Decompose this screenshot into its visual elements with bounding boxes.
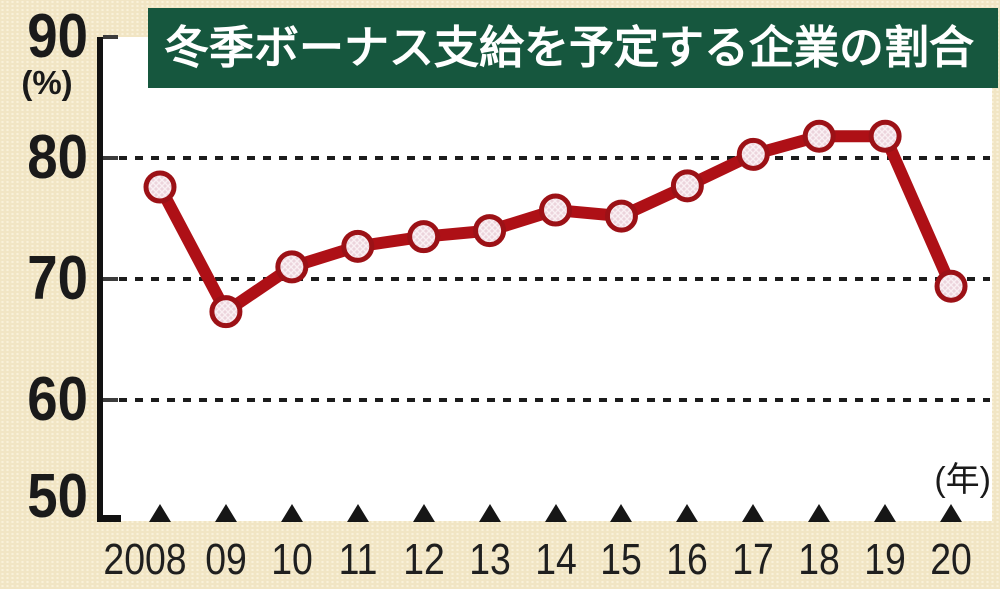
data-point-marker: [143, 170, 177, 204]
x-tick-label: 09: [205, 535, 247, 584]
triangle-marker-icon: [280, 504, 303, 522]
data-point-marker: [473, 214, 507, 248]
triangle-marker-icon: [610, 504, 633, 522]
data-point-marker: [275, 250, 309, 284]
data-point-marker: [934, 269, 968, 303]
data-point-marker: [604, 199, 638, 233]
y-axis-unit-label: (%): [21, 64, 73, 101]
triangle-marker-icon: [808, 504, 831, 522]
triangle-marker-icon: [940, 504, 963, 522]
y-axis-tick: [103, 156, 118, 160]
gridline: [103, 156, 990, 160]
triangle-marker-icon: [412, 504, 435, 522]
x-tick-label: 15: [600, 535, 643, 584]
x-tick-label: 19: [864, 535, 906, 584]
data-point-marker: [802, 119, 836, 153]
x-tick-label: 16: [666, 535, 709, 584]
y-tick-label: 70: [27, 244, 88, 313]
triangle-marker-icon: [149, 504, 171, 522]
x-tick-label: 10: [271, 535, 313, 584]
data-point-marker: [736, 137, 770, 171]
gridline: [103, 277, 990, 281]
x-tick-label: 12: [402, 535, 445, 584]
y-tick-label: 90: [27, 2, 88, 71]
x-tick-label: 14: [534, 535, 577, 584]
data-point-marker: [209, 295, 243, 329]
x-tick-label: 13: [468, 535, 511, 584]
triangle-marker-icon: [874, 504, 897, 522]
triangle-marker-icon: [214, 504, 237, 522]
chart-title: 冬季ボーナス支給を予定する企業の割合: [164, 22, 975, 73]
triangle-marker-icon: [544, 504, 567, 522]
x-tick-label: 11: [338, 535, 378, 584]
triangle-marker-icon: [676, 504, 699, 522]
y-tick-label: 80: [27, 123, 88, 192]
x-tick-label: 17: [732, 535, 775, 584]
y-axis-tick: [103, 35, 118, 39]
triangle-marker-icon: [478, 504, 501, 522]
data-point-marker: [341, 229, 375, 263]
triangle-marker-icon: [346, 504, 369, 522]
data-point-marker: [868, 119, 902, 153]
x-tick-label: 2008: [103, 535, 187, 584]
data-point-marker: [670, 169, 704, 203]
data-point-marker: [539, 193, 573, 227]
y-axis-tick: [103, 277, 118, 281]
y-axis-tick: [103, 398, 118, 402]
y-axis-line: [97, 37, 103, 522]
gridline: [103, 398, 990, 402]
x-tick-label: 20: [930, 535, 972, 584]
y-tick-label: 50: [27, 462, 88, 531]
x-tick-label: 18: [798, 535, 840, 584]
triangle-marker-icon: [742, 504, 765, 522]
y-tick-label: 60: [27, 365, 88, 434]
x-axis-unit-label: (年): [934, 461, 991, 499]
x-axis-corner-stub: [97, 515, 121, 522]
data-point-marker: [407, 220, 441, 254]
chart-title-bar: 冬季ボーナス支給を予定する企業の割合: [148, 8, 998, 88]
